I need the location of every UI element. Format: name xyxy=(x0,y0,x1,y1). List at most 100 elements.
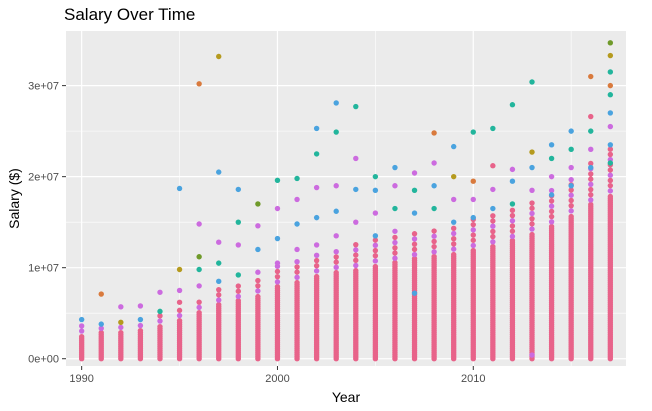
data-point-outlier xyxy=(78,316,85,323)
data-point xyxy=(529,226,535,232)
data-point xyxy=(372,247,379,254)
data-point xyxy=(392,255,398,261)
data-point-outlier xyxy=(607,40,614,46)
data-point xyxy=(313,263,320,269)
data-point-outlier xyxy=(333,100,339,106)
data-point xyxy=(392,259,398,266)
data-point xyxy=(607,167,614,173)
data-point-outlier xyxy=(490,186,496,193)
data-point xyxy=(274,273,281,280)
data-point xyxy=(588,186,594,193)
data-point xyxy=(470,227,476,233)
data-point xyxy=(607,193,614,200)
data-point xyxy=(568,202,574,209)
y-tick-label: 0e+00 xyxy=(28,354,59,366)
data-point-outlier xyxy=(333,129,339,135)
data-point xyxy=(372,253,379,259)
data-point xyxy=(568,213,574,220)
data-point xyxy=(353,257,359,263)
data-point xyxy=(490,239,496,245)
data-point-outlier xyxy=(588,73,594,80)
data-point-outlier xyxy=(548,192,555,198)
data-point-outlier xyxy=(548,142,555,148)
data-point xyxy=(294,269,300,275)
data-point xyxy=(353,241,359,248)
data-point xyxy=(568,187,574,193)
data-point-outlier xyxy=(255,201,261,207)
data-point-outlier xyxy=(607,92,614,98)
data-point-outlier xyxy=(98,291,104,297)
data-point-outlier xyxy=(568,128,574,134)
data-point-outlier xyxy=(470,178,476,184)
data-point-outlier xyxy=(196,81,202,87)
data-point-outlier xyxy=(607,82,614,89)
data-point xyxy=(235,288,242,294)
data-point-outlier xyxy=(450,219,457,225)
data-point-outlier xyxy=(274,235,281,242)
data-point xyxy=(274,279,281,285)
data-point xyxy=(548,203,555,209)
data-point xyxy=(392,234,398,241)
data-point-outlier xyxy=(216,239,222,245)
data-point xyxy=(353,252,359,258)
data-point xyxy=(607,172,614,178)
data-point xyxy=(353,262,359,269)
data-point-outlier xyxy=(509,102,516,108)
data-point xyxy=(470,247,476,254)
data-point xyxy=(372,263,379,270)
data-point-outlier xyxy=(509,178,516,184)
data-point xyxy=(157,323,163,330)
data-point xyxy=(333,254,339,260)
data-point-outlier xyxy=(411,187,418,194)
x-tick-label: 2000 xyxy=(265,373,289,385)
data-point xyxy=(470,221,476,228)
data-point-outlier xyxy=(470,196,476,203)
data-point-outlier xyxy=(392,183,398,189)
data-point-outlier xyxy=(176,185,183,192)
data-point-outlier xyxy=(588,164,594,171)
data-point-outlier xyxy=(176,299,183,305)
data-point xyxy=(450,246,457,252)
data-point-outlier xyxy=(313,184,320,191)
data-point xyxy=(607,188,614,194)
data-point xyxy=(431,249,437,255)
data-point-outlier xyxy=(372,173,379,180)
data-point xyxy=(196,309,202,316)
data-point xyxy=(196,304,202,311)
data-point-outlier xyxy=(392,164,398,171)
data-point-outlier xyxy=(431,130,437,136)
data-point-outlier xyxy=(78,323,85,329)
data-point-outlier xyxy=(235,186,242,193)
data-point xyxy=(176,317,183,324)
data-point xyxy=(176,307,183,314)
data-point-outlier xyxy=(529,164,535,171)
data-point xyxy=(353,247,359,253)
data-point-outlier xyxy=(568,183,574,189)
data-point xyxy=(588,181,594,188)
data-point xyxy=(548,198,555,204)
data-point xyxy=(490,213,496,219)
data-point-outlier xyxy=(588,113,594,120)
data-point xyxy=(118,329,124,336)
data-point-outlier xyxy=(450,143,457,150)
data-point-outlier xyxy=(216,260,222,266)
data-point xyxy=(588,197,594,203)
data-point-outlier xyxy=(450,173,457,180)
data-point-outlier xyxy=(313,214,320,221)
data-point xyxy=(509,218,516,224)
data-point-outlier xyxy=(411,170,418,176)
data-point-outlier xyxy=(118,304,124,310)
data-point xyxy=(568,208,574,214)
data-point xyxy=(490,233,496,240)
data-point-outlier xyxy=(392,228,398,234)
data-point-outlier xyxy=(607,123,614,130)
data-point xyxy=(333,259,339,265)
data-point-outlier xyxy=(137,316,144,323)
data-point-outlier xyxy=(196,283,202,289)
data-point xyxy=(216,292,222,298)
data-point-outlier xyxy=(607,69,614,75)
data-point xyxy=(372,242,379,249)
data-point xyxy=(411,246,418,253)
data-point-outlier xyxy=(294,246,300,253)
